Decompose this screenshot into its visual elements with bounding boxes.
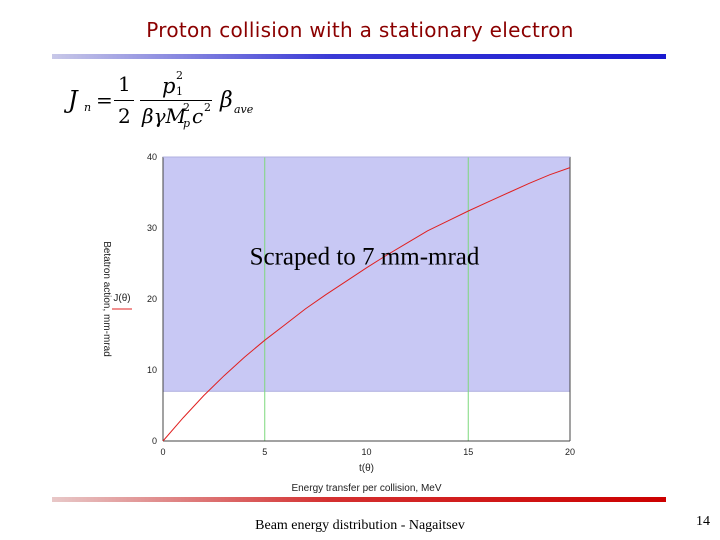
formula-lhs-sub: n xyxy=(84,101,92,114)
formula-numerator: p xyxy=(162,74,176,98)
formula-frac-bar-1 xyxy=(114,100,134,101)
title-divider xyxy=(52,54,666,59)
x-variable-label: t(θ) xyxy=(359,463,374,474)
x-tick-label: 10 xyxy=(361,447,371,457)
formula-denominator-tail-sup: 2 xyxy=(204,101,211,114)
gridlines xyxy=(264,157,469,441)
formula-equals: = xyxy=(96,88,113,112)
formula-numerator-sub: 1 xyxy=(176,85,183,98)
y-tick-label: 0 xyxy=(152,436,157,446)
y-axis-title: Betatron action, mm-mrad xyxy=(101,241,112,357)
x-tick-labels: 0 5 10 15 20 xyxy=(160,447,575,457)
slide-title: Proton collision with a stationary elect… xyxy=(146,18,574,42)
y-tick-label: 10 xyxy=(147,365,157,375)
x-tick-label: 0 xyxy=(160,447,165,457)
formula-one: 1 xyxy=(118,72,131,96)
x-tick-label: 5 xyxy=(262,447,267,457)
formula-denominator-sup: 2 xyxy=(183,101,190,114)
formula-beta-sub: ave xyxy=(234,103,254,116)
page-number: 14 xyxy=(696,514,710,529)
x-tick-label: 15 xyxy=(463,447,473,457)
y-tick-label: 30 xyxy=(147,223,157,233)
scraped-label: Scraped to 7 mm-mrad xyxy=(250,243,480,270)
formula-denominator-sub: p xyxy=(183,117,191,130)
y-tick-label: 20 xyxy=(147,294,157,304)
action-curve xyxy=(162,167,571,442)
y-variable-label: J(θ) xyxy=(113,293,130,304)
formula-denominator-tail: c xyxy=(192,104,204,128)
y-tick-labels: 0 10 20 30 40 xyxy=(147,152,157,446)
formula-frac-bar-2 xyxy=(140,100,212,101)
formula-numerator-sup: 2 xyxy=(176,69,183,82)
formula-lhs: J xyxy=(68,86,78,114)
footer-text: Beam energy distribution - Nagaitsev xyxy=(255,518,465,533)
x-tick-label: 20 xyxy=(565,447,575,457)
x-axis-title: Energy transfer per collision, MeV xyxy=(291,483,441,494)
y-tick-label: 40 xyxy=(147,152,157,162)
formula-beta: β xyxy=(220,88,233,113)
formula-denominator: βγM xyxy=(142,104,186,128)
action-formula: J n = 1 2 p 2 1 βγM 2 p c 2 β ave xyxy=(66,70,266,132)
footer-divider xyxy=(52,497,666,502)
formula-two: 2 xyxy=(118,104,131,128)
